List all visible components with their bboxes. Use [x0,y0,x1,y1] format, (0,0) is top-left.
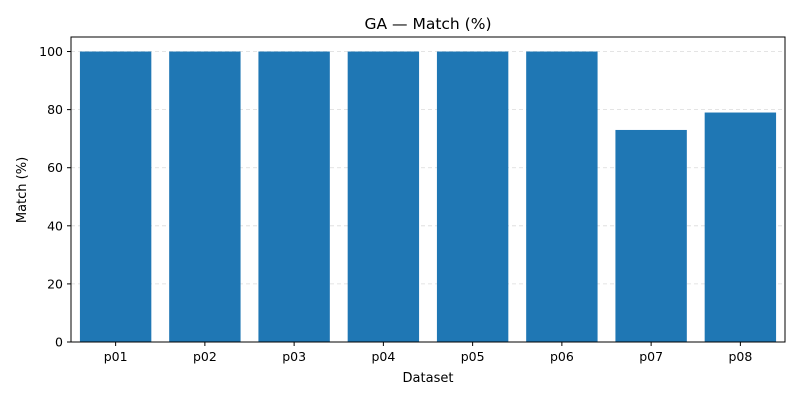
x-tick-label: p01 [104,349,128,364]
bar-p08 [704,112,777,343]
x-tick-label: p08 [728,349,752,364]
x-tick-label: p04 [371,349,395,364]
x-tick-label: p05 [461,349,485,364]
plot-frame [70,36,786,343]
bar-p07 [615,129,687,342]
y-tick-label: 80 [47,102,63,117]
y-axis-label: Match (%) [15,157,30,223]
y-tick-label: 100 [39,44,63,59]
x-axis-label: Dataset [403,371,454,386]
x-tick-label: p07 [639,349,663,364]
bar-p05 [436,51,509,343]
chart-title: GA — Match (%) [364,15,491,33]
x-tick-label: p03 [282,349,306,364]
y-tick-label: 20 [47,276,63,291]
bar-p03 [258,51,330,343]
x-tick-label: p02 [193,349,217,364]
x-ticks: p01 p02 p03 p04 p05 p06 p07 p08 [104,342,752,364]
x-tick-label: p06 [550,349,574,364]
bar-p01 [79,51,152,343]
axes [70,36,786,343]
y-ticks: 0 20 40 60 80 100 [39,44,71,350]
y-tick-label: 60 [47,160,63,175]
bar-p02 [169,51,241,343]
bar-p04 [347,51,420,343]
bar-p06 [526,51,598,343]
bars [79,51,777,343]
y-tick-label: 0 [55,335,63,350]
y-tick-label: 40 [47,218,63,233]
